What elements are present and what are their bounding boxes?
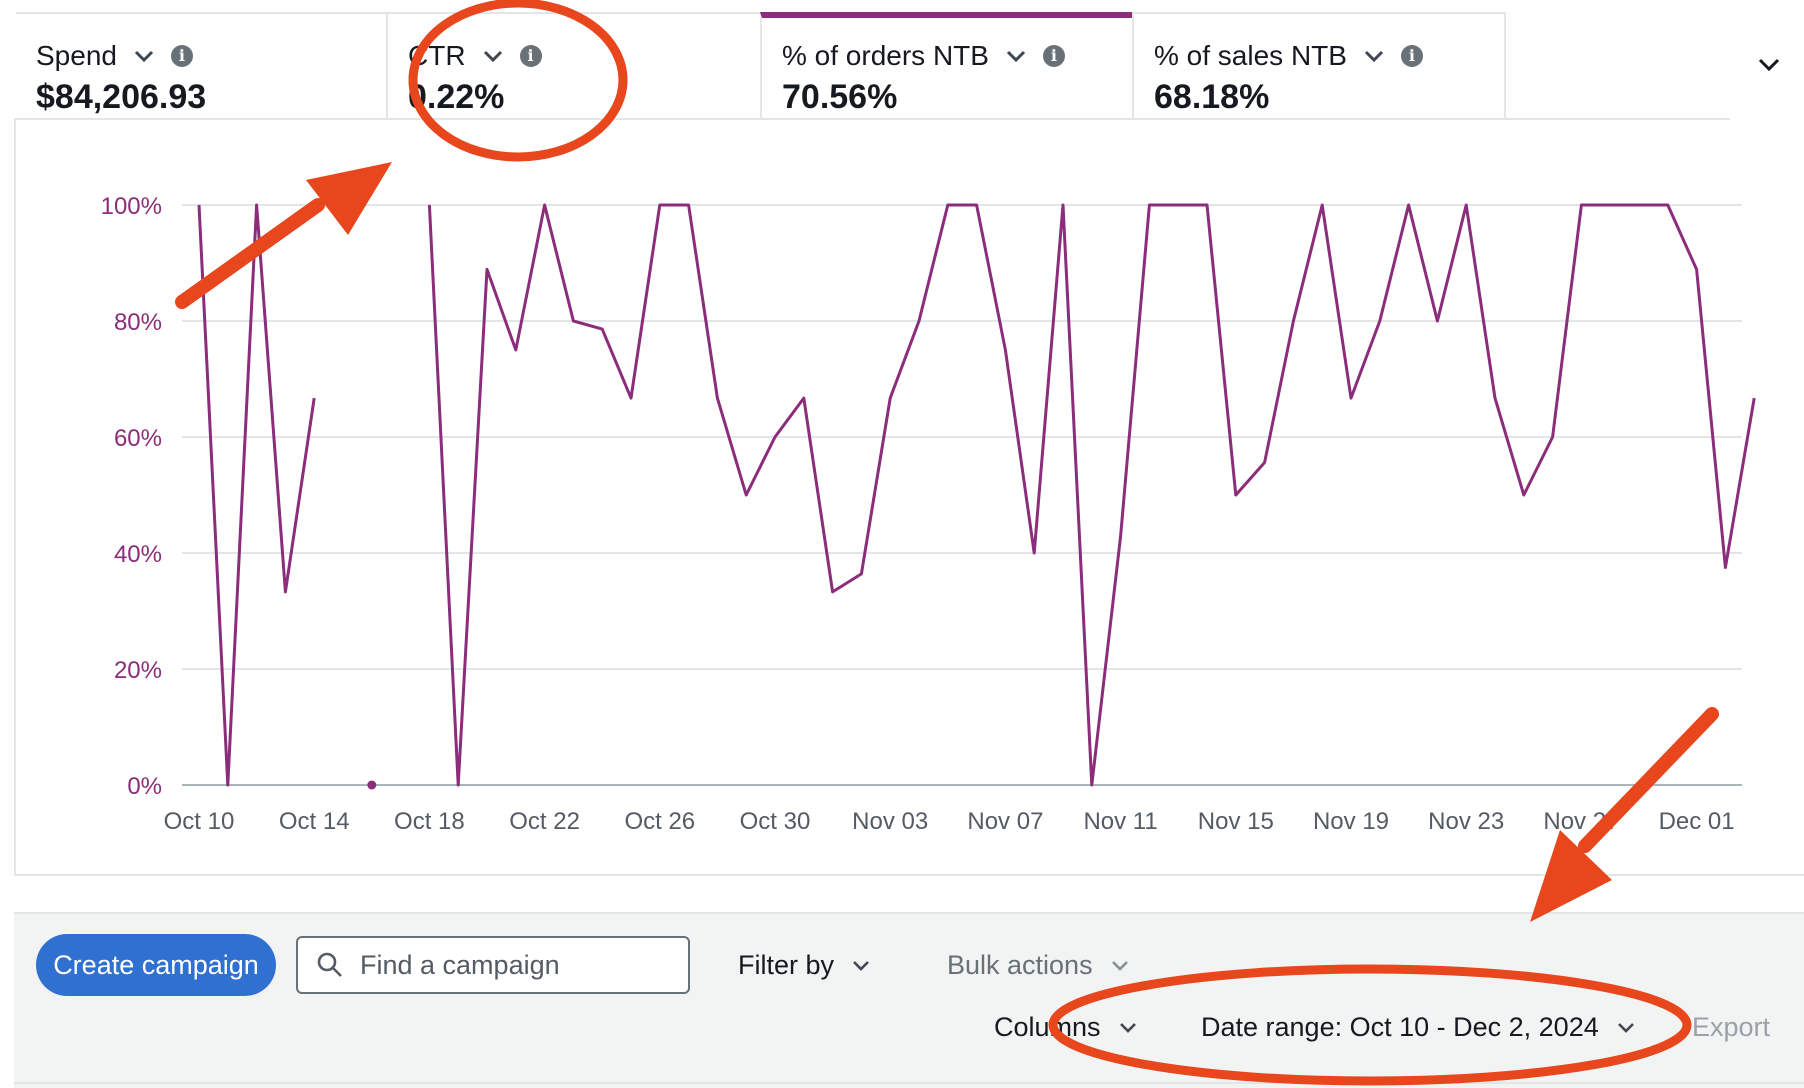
metric-header: % of orders NTB i bbox=[782, 40, 1065, 72]
create-campaign-button[interactable]: Create campaign bbox=[36, 934, 276, 996]
metric-label: % of orders NTB bbox=[782, 40, 989, 71]
metric-tile-orders-ntb[interactable]: % of orders NTB i 70.56% bbox=[760, 12, 1132, 118]
x-tick-label: Nov 15 bbox=[1198, 808, 1274, 835]
x-tick-label: Nov 27 bbox=[1543, 808, 1619, 835]
metric-tile-sales-ntb[interactable]: % of sales NTB i 68.18% bbox=[1132, 12, 1506, 118]
campaign-toolbar: Create campaign Filter by Bulk actions C… bbox=[14, 912, 1804, 1088]
columns-dropdown[interactable]: Columns bbox=[994, 1012, 1139, 1043]
x-tick-label: Nov 11 bbox=[1083, 808, 1157, 835]
x-tick-label: Nov 23 bbox=[1428, 808, 1504, 835]
filter-by-label: Filter by bbox=[738, 950, 835, 980]
y-tick-label: 40% bbox=[114, 541, 162, 568]
export-label: Export bbox=[1692, 1012, 1771, 1042]
chevron-down-icon bbox=[1617, 1022, 1634, 1033]
filter-by-dropdown[interactable]: Filter by bbox=[738, 950, 872, 981]
metric-label: % of sales NTB bbox=[1154, 40, 1347, 71]
chevron-down-icon bbox=[1111, 960, 1128, 971]
export-button[interactable]: Export bbox=[1692, 1012, 1770, 1043]
series-line bbox=[427, 203, 1756, 787]
search-box[interactable] bbox=[296, 936, 690, 994]
x-tick-label: Nov 07 bbox=[967, 808, 1043, 835]
info-icon[interactable]: i bbox=[1042, 45, 1065, 67]
metric-label: Spend bbox=[36, 40, 117, 71]
y-tick-label: 60% bbox=[114, 425, 162, 452]
x-tick-label: Dec 01 bbox=[1659, 808, 1735, 835]
chevron-down-icon bbox=[853, 960, 869, 971]
metric-value: $84,206.93 bbox=[36, 78, 207, 116]
date-range-dropdown[interactable]: Date range: Oct 10 - Dec 2, 2024 bbox=[1201, 1012, 1637, 1043]
metric-header: Spend i bbox=[36, 40, 193, 72]
bulk-actions-dropdown[interactable]: Bulk actions bbox=[947, 950, 1131, 981]
expand-metrics-chevron-icon[interactable] bbox=[1754, 50, 1784, 80]
metric-value: 70.56% bbox=[782, 78, 898, 116]
x-tick-label: Oct 30 bbox=[740, 808, 811, 835]
chevron-down-icon bbox=[1119, 1022, 1136, 1033]
info-icon[interactable]: i bbox=[1400, 45, 1423, 67]
search-icon bbox=[317, 952, 342, 977]
x-tick-label: Nov 03 bbox=[852, 808, 928, 835]
x-tick-label: Oct 18 bbox=[394, 808, 465, 835]
y-tick-label: 0% bbox=[127, 773, 162, 800]
x-tick-label: Oct 10 bbox=[164, 808, 235, 835]
info-icon[interactable]: i bbox=[170, 45, 193, 67]
chart-card bbox=[14, 118, 1804, 876]
table-header-divider bbox=[14, 1082, 1804, 1084]
series-line bbox=[197, 203, 316, 787]
metric-header: % of sales NTB i bbox=[1154, 40, 1423, 72]
chevron-down-icon[interactable] bbox=[1003, 43, 1029, 69]
bulk-actions-label: Bulk actions bbox=[947, 950, 1093, 980]
columns-label: Columns bbox=[994, 1012, 1101, 1042]
y-tick-label: 80% bbox=[114, 309, 162, 336]
x-tick-label: Oct 14 bbox=[279, 808, 350, 835]
y-tick-label: 100% bbox=[101, 193, 162, 220]
search-input[interactable] bbox=[358, 948, 682, 982]
x-tick-label: Oct 26 bbox=[624, 808, 695, 835]
metric-tile-spend[interactable]: Spend i $84,206.93 bbox=[16, 12, 386, 118]
chevron-down-icon[interactable] bbox=[131, 43, 157, 69]
date-range-label: Date range: Oct 10 - Dec 2, 2024 bbox=[1201, 1012, 1599, 1042]
x-tick-label: Nov 19 bbox=[1313, 808, 1389, 835]
chevron-down-icon[interactable] bbox=[1361, 43, 1387, 69]
metric-value: 68.18% bbox=[1154, 78, 1270, 116]
y-tick-label: 20% bbox=[114, 657, 162, 684]
ntb-orders-line-chart: 0% 20% 40% 60% 80% 100% Oct 10 Oct 14 Oct 18 Oct … bbox=[101, 193, 1756, 835]
data-point bbox=[367, 780, 377, 790]
x-tick-label: Oct 22 bbox=[509, 808, 580, 835]
